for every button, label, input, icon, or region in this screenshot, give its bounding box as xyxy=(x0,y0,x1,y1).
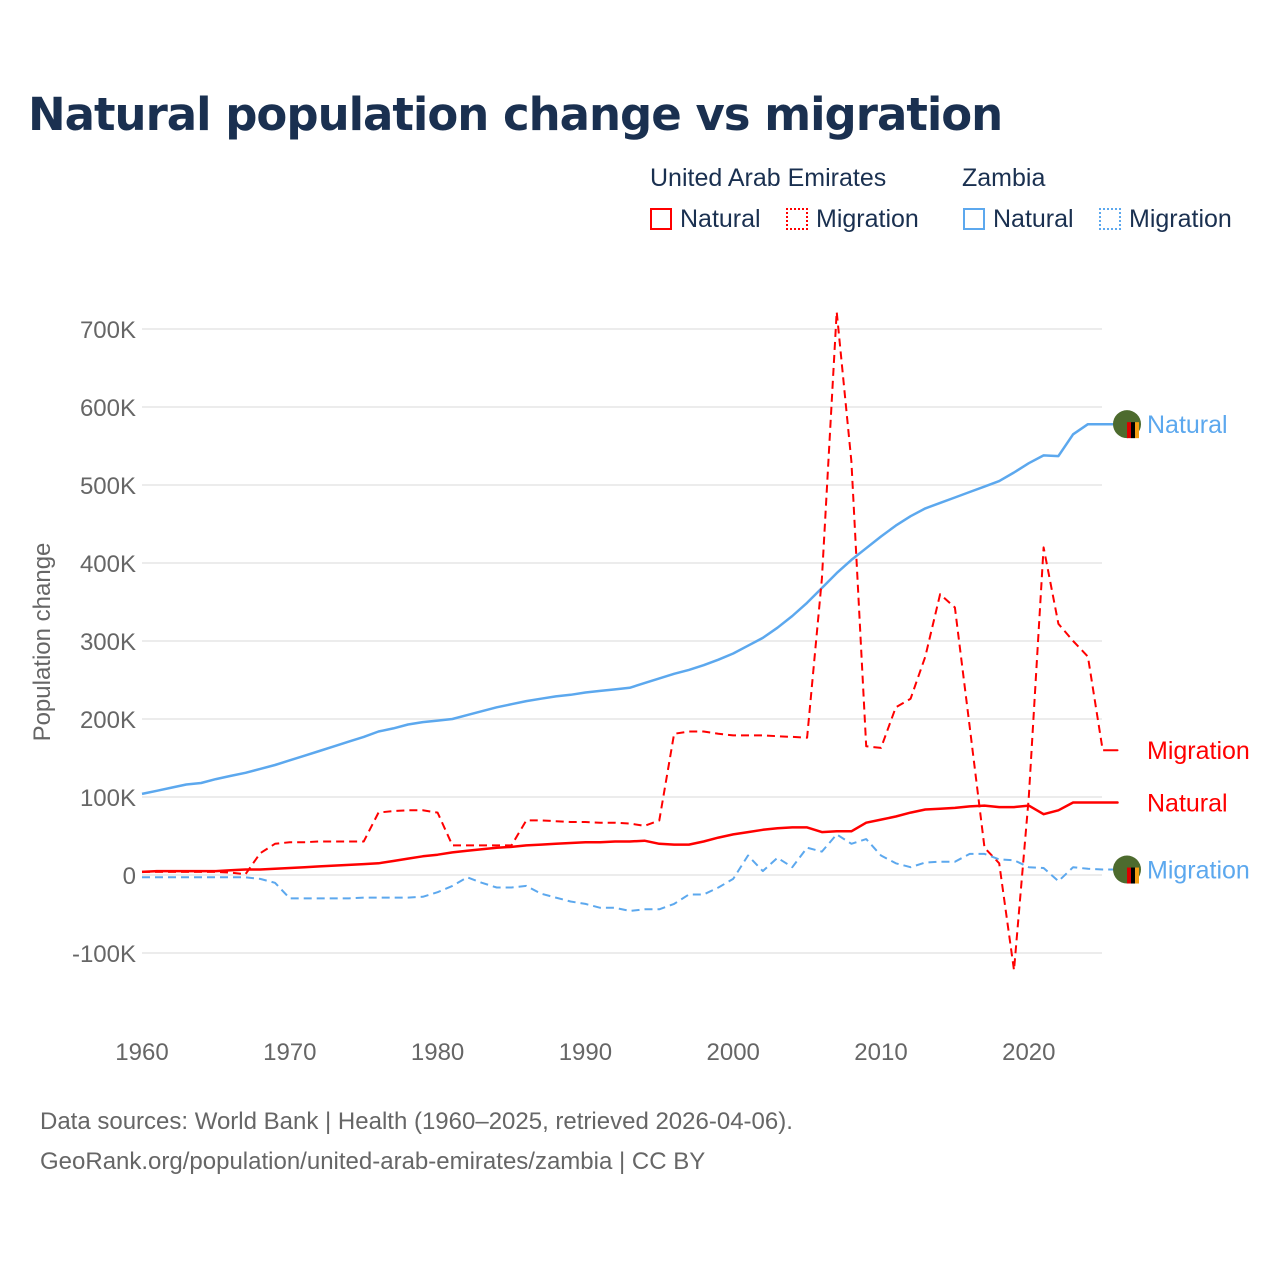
y-tick-label: 100K xyxy=(80,785,136,812)
y-tick-label: 700K xyxy=(80,317,136,344)
legend-swatch-zambia-natural xyxy=(963,208,985,230)
y-tick-label: 400K xyxy=(80,551,136,578)
x-tick-label: 1970 xyxy=(263,1039,316,1066)
flag-black xyxy=(1131,422,1135,439)
y-tick-label: 500K xyxy=(80,473,136,500)
legend-swatch-zambia-migration xyxy=(1099,208,1121,230)
x-tick-label: 2010 xyxy=(854,1039,907,1066)
flag-orange xyxy=(1135,422,1139,439)
y-tick-label: -100K xyxy=(72,941,136,968)
chart-title: Natural population change vs migration xyxy=(28,88,1003,141)
x-tick-label: 2020 xyxy=(1002,1039,1055,1066)
y-tick-label: 200K xyxy=(80,707,136,734)
source-line-1: Data sources: World Bank | Health (1960–… xyxy=(40,1108,793,1135)
x-tick-label: 1960 xyxy=(115,1039,168,1066)
legend-uae-natural[interactable]: Natural xyxy=(680,205,761,233)
flag-red xyxy=(1127,867,1131,884)
series-line-uae-natural xyxy=(141,801,1119,874)
legend-zambia-migration[interactable]: Migration xyxy=(1129,205,1232,233)
legend-group-uae: United Arab Emirates xyxy=(650,164,887,192)
end-label-uae-migration: Migration xyxy=(1147,737,1250,765)
end-label-uae-natural: Natural xyxy=(1147,789,1228,817)
end-label-zambia-natural: Natural xyxy=(1147,411,1228,439)
legend-uae-migration[interactable]: Migration xyxy=(816,205,919,233)
flag-red xyxy=(1127,422,1131,439)
legend-swatch-uae-natural xyxy=(650,208,672,230)
x-tick-label: 1980 xyxy=(411,1039,464,1066)
y-tick-label: 0 xyxy=(123,863,136,890)
legend-zambia-natural[interactable]: Natural xyxy=(993,205,1074,233)
flag-black xyxy=(1123,755,1141,764)
end-label-zambia-migration: Migration xyxy=(1147,857,1250,885)
y-tick-label: 300K xyxy=(80,629,136,656)
series-line-zambia-natural xyxy=(141,422,1119,796)
legend-swatch-uae-migration xyxy=(786,208,808,230)
series-line-zambia-migration xyxy=(142,833,1119,912)
legend-group-zambia: Zambia xyxy=(962,164,1046,192)
y-tick-label: 600K xyxy=(80,395,136,422)
flag-black xyxy=(1131,867,1135,884)
series-line-uae-migration xyxy=(142,310,1119,972)
source-line-2[interactable]: GeoRank.org/population/united-arab-emira… xyxy=(40,1148,706,1175)
flag-green xyxy=(1123,736,1141,745)
zambia-flag-icon xyxy=(1113,410,1141,439)
flag-green xyxy=(1123,788,1141,797)
flag-orange xyxy=(1135,867,1139,884)
zambia-flag-icon xyxy=(1113,855,1141,884)
x-tick-label: 1990 xyxy=(559,1039,612,1066)
flag-black xyxy=(1123,807,1141,816)
x-tick-label: 2000 xyxy=(707,1039,760,1066)
y-axis-label: Population change xyxy=(29,543,56,742)
